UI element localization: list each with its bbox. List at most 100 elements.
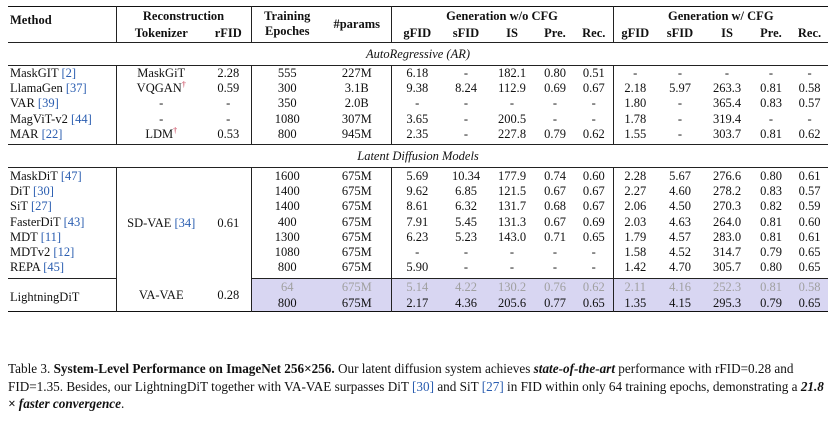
method-citation[interactable]: [39] xyxy=(37,96,59,111)
cell-sfid-cfg: 4.15 xyxy=(657,294,703,312)
cell-epochs: 64 xyxy=(250,278,323,295)
table-row: MaskGIT [2] MaskGiT 2.28 555 227M 6.18 - 182.1 0… xyxy=(8,65,828,81)
dagger-mark: † xyxy=(173,125,178,135)
cell-rec: 0.67 xyxy=(582,184,605,199)
cell-gfid: 7.91 xyxy=(390,214,443,230)
cell-pre-cfg: 0.80 xyxy=(751,259,791,279)
cell-sfid: 6.32 xyxy=(455,199,477,214)
method-name: REPA xyxy=(10,260,41,275)
cell-epochs: 800 xyxy=(250,259,323,279)
method-name-cell: DiT [30] xyxy=(8,184,116,199)
caption-label: Table 3. xyxy=(8,361,51,376)
cell-sfid-cfg: 4.57 xyxy=(669,229,691,244)
cell-rfid: 0.28 xyxy=(217,287,240,302)
cell-pre-cfg: 0.80 xyxy=(760,169,782,184)
method-name: MDT xyxy=(10,229,38,244)
cell-params: 307M xyxy=(341,111,372,126)
table-row: FasterDiT [43] 400 675M 7.91 5.45 131.3 0.67 0.… xyxy=(8,214,828,230)
cell-epochs: 1400 xyxy=(250,198,323,214)
cell-gfid-cfg: 2.18 xyxy=(612,80,657,96)
cell-sfid: - xyxy=(463,111,469,126)
cell-pre-cfg: 0.81 xyxy=(760,214,782,229)
method-citation[interactable]: [11] xyxy=(40,229,62,244)
caption-cite-sit[interactable]: [27] xyxy=(481,378,504,394)
table-row: MDTv2 [12] 1080 675M - - - - - 1.58 4.52 314.7 0.79… xyxy=(8,244,828,260)
cell-sfid-cfg: - xyxy=(677,66,683,81)
cell-gfid-cfg: 2.06 xyxy=(612,198,657,214)
cell-pre-cfg: 0.82 xyxy=(760,199,782,214)
cell-is: 112.9 xyxy=(498,81,526,96)
cell-params: 675M xyxy=(341,244,372,259)
cell-gfid: 2.17 xyxy=(390,294,443,312)
cell-is-cfg: 319.4 xyxy=(712,111,742,126)
method-citation[interactable]: [44] xyxy=(70,111,92,126)
method-citation[interactable]: [2] xyxy=(61,66,77,81)
method-name-cell: MDT [11] xyxy=(8,229,116,244)
cell-rec-cfg: 0.61 xyxy=(798,229,821,244)
cell-is-cfg: 264.0 xyxy=(712,214,742,229)
method-name-cell: MAR [22] xyxy=(8,126,116,145)
cell-rec-cfg: - xyxy=(807,66,812,81)
cell-sfid-cfg: 5.67 xyxy=(669,169,691,184)
tokenizer-citation[interactable]: [34] xyxy=(174,216,196,231)
col-reconstruction: Reconstruction xyxy=(115,6,251,24)
col-training-epoches: Training Epoches xyxy=(250,6,323,42)
method-citation[interactable]: [43] xyxy=(63,214,85,229)
cell-is: 182.1 xyxy=(497,66,527,81)
cell-sfid-cfg: - xyxy=(677,126,683,141)
cell-params: 675M xyxy=(341,184,372,199)
cell-sfid: 4.22 xyxy=(443,278,489,295)
cell-epochs: 800 xyxy=(250,126,323,145)
method-citation[interactable]: [27] xyxy=(30,199,52,214)
cell-gfid-cfg: 2.03 xyxy=(612,214,657,230)
table-row: MDT [11] 1300 675M 6.23 5.23 143.0 0.71 0.65 1.7… xyxy=(8,229,828,245)
cell-pre: - xyxy=(552,96,558,111)
cell-pre: 0.67 xyxy=(544,214,566,229)
cell-rec: 0.67 xyxy=(582,81,605,96)
caption-cite-dit[interactable]: [30] xyxy=(412,378,435,394)
cell-is: 205.6 xyxy=(489,294,535,312)
cell-pre: 0.77 xyxy=(535,294,575,312)
cell-epochs: 400 xyxy=(250,214,323,230)
cell-sfid: 4.36 xyxy=(443,294,489,312)
cell-epochs: 350 xyxy=(250,95,323,112)
table-row: LlamaGen [37] VQGAN† 0.59 300 3.1B 9.38 8.24 11… xyxy=(8,81,828,96)
method-name: FasterDiT xyxy=(10,214,61,229)
method-citation[interactable]: [45] xyxy=(43,260,65,275)
method-citation[interactable]: [37] xyxy=(65,81,87,96)
cell-sfid: - xyxy=(463,66,469,81)
cell-is: - xyxy=(509,244,515,259)
caption-text-3: and SiT xyxy=(434,378,482,394)
method-name: MDTv2 xyxy=(10,244,51,259)
caption-em-convergence: 21.8 × faster convergence xyxy=(8,378,824,412)
method-citation[interactable]: [22] xyxy=(41,126,63,141)
cell-sfid: - xyxy=(463,126,469,141)
cell-sfid: 5.23 xyxy=(455,229,477,244)
cell-rfid: 2.28 xyxy=(217,66,240,81)
caption-text-4: in FID within only 64 training epochs, d… xyxy=(503,378,801,394)
method-name-cell: MaskGIT [2] xyxy=(8,65,116,81)
cell-rec: 0.62 xyxy=(582,126,605,141)
method-citation[interactable]: [30] xyxy=(33,184,54,199)
cell-params: 675M xyxy=(323,259,391,279)
tokenizer-cell: SD-VAE [34] xyxy=(115,167,206,279)
cell-rec: 0.67 xyxy=(582,199,605,214)
cell-pre: 0.74 xyxy=(544,169,566,184)
cell-is: 131.7 xyxy=(497,199,527,214)
cell-pre-cfg: - xyxy=(768,66,774,81)
cell-gfid: 5.14 xyxy=(390,278,443,295)
method-name: VAR xyxy=(10,96,35,111)
tokenizer-cell: - xyxy=(115,111,206,127)
cell-pre-cfg: - xyxy=(768,111,774,126)
cell-epochs: 1600 xyxy=(250,167,323,184)
method-citation[interactable]: [12] xyxy=(53,244,75,259)
table-row: LightningDiT VA-VAE 0.28 64 675M 5.14 4.22 130.… xyxy=(8,278,829,312)
col-gen-w-cfg: Generation w/ CFG xyxy=(612,6,829,24)
cell-sfid-cfg: 5.97 xyxy=(669,81,691,96)
table-row: MaskDiT [47] SD-VAE [34] 0.61 1600 675M 5.69 1… xyxy=(8,167,828,279)
cell-params: 2.0B xyxy=(344,96,369,111)
cell-rec-cfg: 0.59 xyxy=(798,199,821,214)
cell-pre-cfg: 0.79 xyxy=(760,244,782,259)
method-citation[interactable]: [47] xyxy=(60,169,82,184)
method-name-cell: REPA [45] xyxy=(8,259,116,279)
